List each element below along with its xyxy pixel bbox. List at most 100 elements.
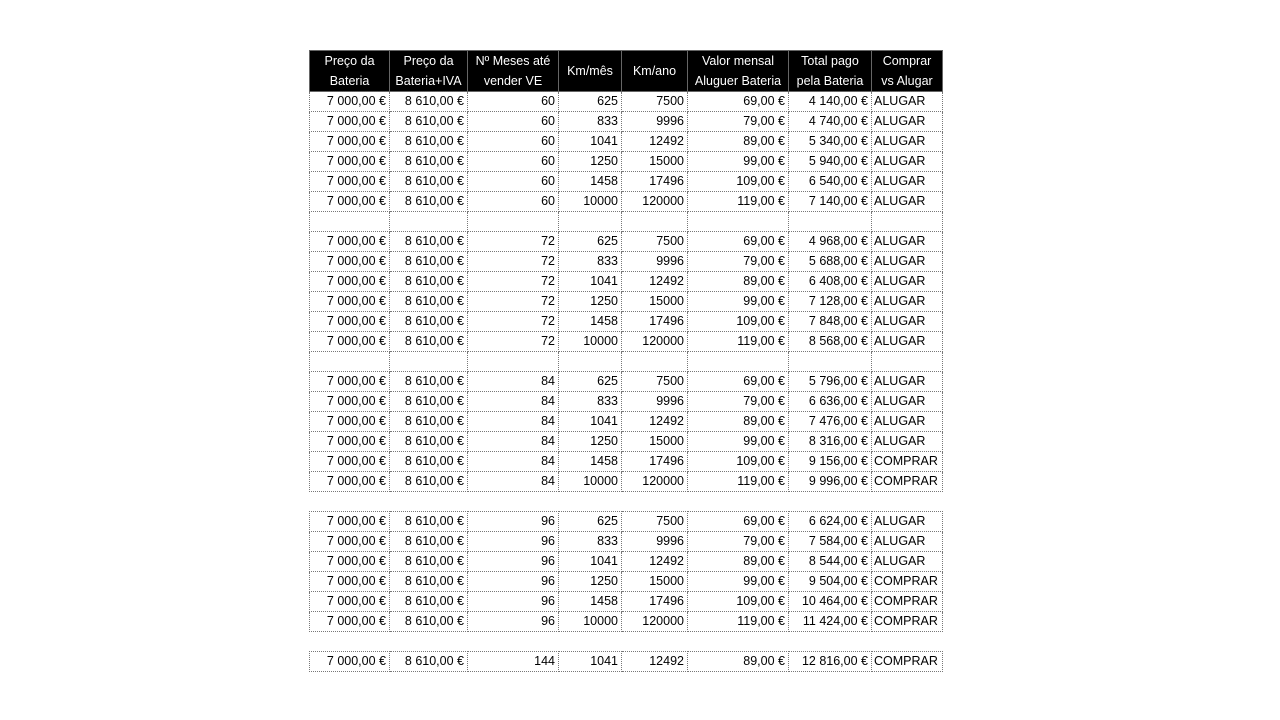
header-line: Bateria	[329, 74, 370, 88]
cell: ALUGAR	[871, 251, 943, 272]
spacer-row	[309, 351, 943, 372]
cell: 7500	[621, 511, 688, 532]
cell: 8 610,00 €	[389, 251, 468, 272]
cell: 12492	[621, 651, 688, 672]
cell: 72	[467, 231, 559, 252]
cell: 12 816,00 €	[788, 651, 872, 672]
cell: 119,00 €	[687, 331, 789, 352]
header-row: Preço da Bateria Preço da Bateria+IVA Nº Mes…	[309, 50, 943, 92]
cell: 8 610,00 €	[389, 271, 468, 292]
cell: 8 568,00 €	[788, 331, 872, 352]
header-line: Bateria+IVA	[395, 74, 462, 88]
cell: 7 000,00 €	[309, 91, 390, 112]
empty-cell	[309, 211, 390, 232]
empty-cell	[789, 632, 872, 652]
cell: 120000	[621, 331, 688, 352]
cell: 8 610,00 €	[389, 651, 468, 672]
header-line: vender VE	[483, 74, 543, 88]
empty-cell	[687, 351, 789, 372]
cell: 109,00 €	[687, 591, 789, 612]
header-line: Aluguer Bateria	[694, 74, 782, 88]
cell: ALUGAR	[871, 391, 943, 412]
cell: 120000	[621, 191, 688, 212]
cell: 84	[467, 471, 559, 492]
header-line: Km/ano	[632, 64, 677, 78]
cell: 60	[467, 171, 559, 192]
cell: 5 340,00 €	[788, 131, 872, 152]
cell: 99,00 €	[687, 291, 789, 312]
cell: 1250	[558, 291, 622, 312]
cell: 8 610,00 €	[389, 391, 468, 412]
cell: COMPRAR	[871, 451, 943, 472]
empty-cell	[389, 211, 468, 232]
cell: 7 000,00 €	[309, 511, 390, 532]
cell: 69,00 €	[687, 371, 789, 392]
cell: 12492	[621, 551, 688, 572]
cell: ALUGAR	[871, 371, 943, 392]
empty-cell	[309, 351, 390, 372]
cell: 6 624,00 €	[788, 511, 872, 532]
data-row: 7 000,00 €8 610,00 €96 1041 12492 89,00 €8 …	[309, 551, 943, 572]
cell: ALUGAR	[871, 271, 943, 292]
empty-cell	[310, 632, 390, 652]
data-row: 7 000,00 €8 610,00 €144 1041 12492 89,00 €1…	[309, 651, 943, 672]
cell: 9996	[621, 111, 688, 132]
cell: ALUGAR	[871, 131, 943, 152]
cell: 7 140,00 €	[788, 191, 872, 212]
empty-cell	[559, 632, 622, 652]
cell: ALUGAR	[871, 411, 943, 432]
data-row: 7 000,00 €8 610,00 €96 1250 15000 99,00 €9 …	[309, 571, 943, 592]
cell: 8 610,00 €	[389, 571, 468, 592]
empty-cell	[390, 492, 468, 512]
cell: 1041	[558, 411, 622, 432]
cell: 17496	[621, 171, 688, 192]
cell: 17496	[621, 451, 688, 472]
cell: 4 740,00 €	[788, 111, 872, 132]
cell: ALUGAR	[871, 531, 943, 552]
cell: 60	[467, 131, 559, 152]
cell: 84	[467, 451, 559, 472]
header-cell: Valor mensal Aluguer Bateria	[687, 50, 789, 92]
empty-cell	[621, 351, 688, 372]
cell: 8 610,00 €	[389, 551, 468, 572]
data-row: 7 000,00 €8 610,00 €60 833 9996 79,00 €4 74…	[309, 111, 943, 132]
empty-cell	[621, 211, 688, 232]
cell: 833	[558, 111, 622, 132]
header-cell: Preço da Bateria	[309, 50, 390, 92]
empty-cell	[559, 492, 622, 512]
cell: ALUGAR	[871, 171, 943, 192]
cell: 12492	[621, 271, 688, 292]
data-row: 7 000,00 €8 610,00 €72 833 9996 79,00 €5 68…	[309, 251, 943, 272]
header-line: Nº Meses até	[475, 54, 551, 68]
empty-cell	[871, 211, 943, 232]
cell: 7 000,00 €	[309, 371, 390, 392]
cell: 8 610,00 €	[389, 111, 468, 132]
header-cell: Km/mês	[558, 50, 622, 92]
cell: 7 000,00 €	[309, 551, 390, 572]
data-row: 7 000,00 €8 610,00 €96 833 9996 79,00 €7 58…	[309, 531, 943, 552]
spacer-row	[310, 492, 943, 512]
data-row: 7 000,00 €8 610,00 €60 1458 17496 109,00 €6…	[309, 171, 943, 192]
cell: 99,00 €	[687, 151, 789, 172]
header-line: vs Alugar	[881, 74, 933, 88]
cell: 7 000,00 €	[309, 131, 390, 152]
empty-cell	[688, 632, 789, 652]
cell: 1250	[558, 431, 622, 452]
cell: 5 796,00 €	[788, 371, 872, 392]
data-row: 7 000,00 €8 610,00 €60 1041 12492 89,00 €5 …	[309, 131, 943, 152]
cell: 8 610,00 €	[389, 91, 468, 112]
cell: 7 000,00 €	[309, 471, 390, 492]
cell: 119,00 €	[687, 191, 789, 212]
cell: COMPRAR	[871, 471, 943, 492]
cell: 72	[467, 291, 559, 312]
cell: 99,00 €	[687, 571, 789, 592]
spacer-row	[310, 632, 943, 652]
cell: 89,00 €	[687, 131, 789, 152]
cell: 625	[558, 91, 622, 112]
cell: 10000	[558, 471, 622, 492]
data-row: 7 000,00 €8 610,00 €60 10000 120000 119,00 …	[309, 191, 943, 212]
cell: 79,00 €	[687, 251, 789, 272]
cell: 7 000,00 €	[309, 111, 390, 132]
cell: 7 000,00 €	[309, 611, 390, 632]
cell: 96	[467, 571, 559, 592]
